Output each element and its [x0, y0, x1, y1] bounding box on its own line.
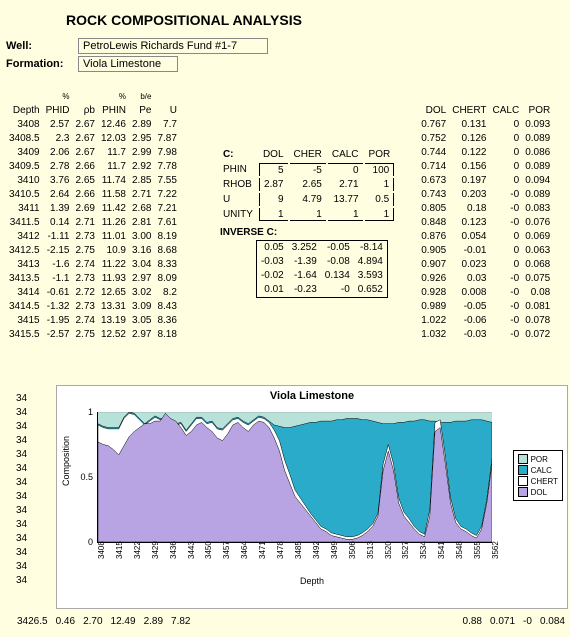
page-title: ROCK COMPOSITIONAL ANALYSIS: [66, 12, 564, 28]
chart-legend: PORCALCCHERTDOL: [513, 450, 563, 501]
inverse-c-label: INVERSE C:: [220, 227, 396, 238]
composition-table: DOLCHERTCALCPOR0.7670.13100.0930.7520.12…: [418, 90, 553, 342]
x-axis-label: Depth: [300, 576, 324, 586]
well-value[interactable]: PetroLewis Richards Fund #1-7: [78, 38, 268, 54]
chart-container: Viola Limestone Composition 00.51 340834…: [56, 385, 568, 609]
formation-value[interactable]: Viola Limestone: [78, 56, 178, 72]
left-depth-column: 3434343434343434343434343434: [16, 392, 27, 588]
inverse-c-matrix: 0.053.252-0.05-8.14-0.03-1.39-0.084.894-…: [256, 240, 388, 298]
y-axis-label: Composition: [61, 436, 71, 486]
chart-title: Viola Limestone: [57, 386, 567, 406]
formation-label: Formation:: [6, 58, 78, 70]
well-label: Well:: [6, 40, 78, 52]
stacked-area-chart: [98, 412, 492, 542]
c-matrix-block: C:DOLCHERCALCPORPHIN5-50100RHOB2.872.652…: [220, 146, 396, 223]
log-data-table: %%b/eDepthPHIDρbPHINPeU34082.572.6712.46…: [6, 90, 180, 342]
bottom-data-row: 3426.50.462.7012.492.897.82 0.880.071-00…: [12, 614, 570, 629]
plot-area: [97, 412, 492, 543]
